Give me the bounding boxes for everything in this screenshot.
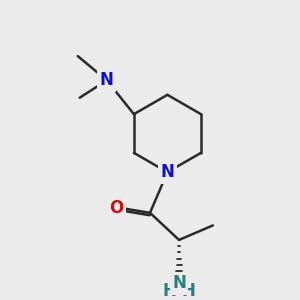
Text: N: N [172,274,186,292]
Text: H: H [162,282,176,300]
Text: N: N [160,163,174,181]
Text: O: O [109,199,123,217]
Text: N: N [100,71,114,89]
Text: H: H [182,282,196,300]
